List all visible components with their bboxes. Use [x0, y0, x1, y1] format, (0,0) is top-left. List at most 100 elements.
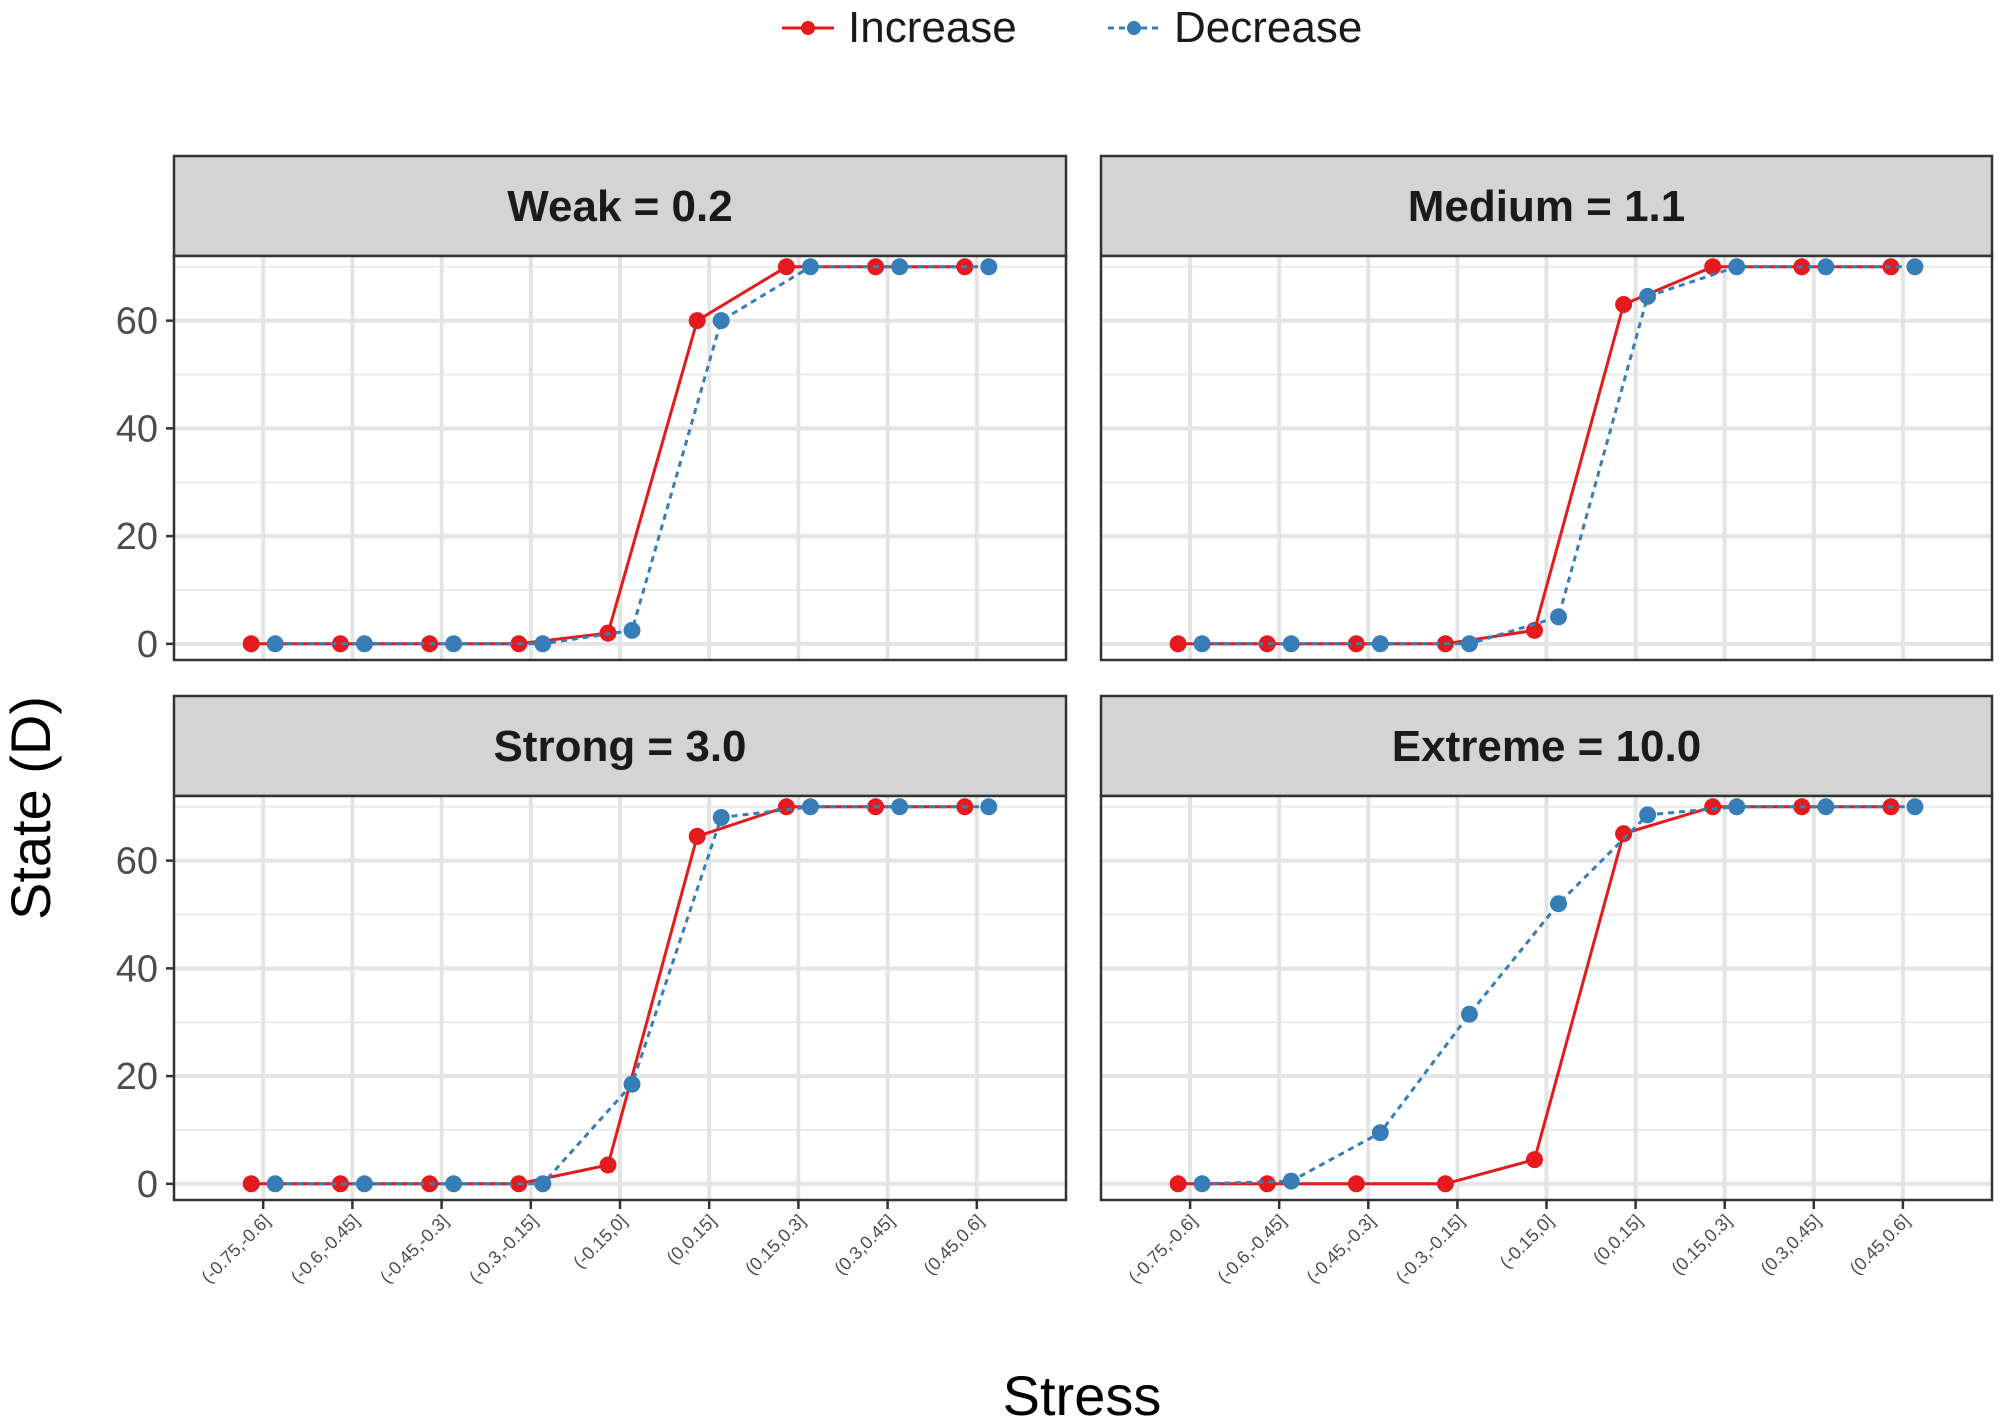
- panel-title: Extreme = 10.0: [1392, 722, 1701, 771]
- point-increase-7: [777, 258, 795, 276]
- point-decrease-7: [801, 258, 819, 276]
- y-tick-label: 60: [116, 841, 158, 883]
- point-decrease-5: [623, 1075, 641, 1093]
- point-increase-1: [1169, 1175, 1187, 1193]
- y-tick-label: 20: [116, 516, 158, 558]
- point-decrease-8: [891, 798, 909, 816]
- point-increase-6: [688, 827, 706, 845]
- point-decrease-7: [1728, 798, 1746, 816]
- y-tick-label: 60: [116, 301, 158, 343]
- x-tick-label: (0.15,0.3]: [1668, 1211, 1736, 1279]
- x-tick-label: (-0.6,-0.45]: [1214, 1211, 1290, 1287]
- panel-3: Strong = 3.0 0 20 40 60 (-0.75,-0.6] (-0.6,-0.…: [116, 694, 1068, 1287]
- point-decrease-4: [1460, 1005, 1478, 1023]
- point-decrease-9: [980, 258, 998, 276]
- point-increase-6: [1615, 825, 1633, 843]
- legend-item-decrease: Decrease: [1106, 0, 1362, 56]
- x-tick-label: (0.45,0.6]: [1846, 1211, 1914, 1279]
- point-decrease-7: [1728, 258, 1746, 276]
- point-decrease-5: [1550, 608, 1567, 626]
- point-decrease-5: [1550, 895, 1567, 913]
- panel-title: Medium = 1.1: [1408, 182, 1686, 231]
- y-tick-label: 20: [116, 1056, 158, 1098]
- legend-key-increase: [782, 21, 834, 35]
- x-tick-label: (0,0.15]: [663, 1211, 720, 1268]
- point-decrease-8: [1817, 258, 1835, 276]
- point-decrease-4: [1460, 635, 1478, 653]
- point-decrease-1: [1193, 635, 1211, 653]
- point-increase-5: [599, 1156, 617, 1174]
- point-increase-6: [688, 312, 706, 330]
- x-tick-label: (-0.3,-0.15]: [1392, 1211, 1468, 1287]
- point-decrease-4: [534, 1175, 552, 1193]
- y-tick-label: 40: [116, 948, 158, 990]
- panel-2: Medium = 1.1: [1099, 154, 1994, 662]
- panel-strip: [1099, 154, 1994, 258]
- point-decrease-8: [1817, 798, 1835, 816]
- x-tick-label: (-0.15,0]: [569, 1211, 631, 1273]
- y-tick-label: 40: [116, 408, 158, 450]
- x-tick-label: (0.3,0.45]: [831, 1211, 899, 1279]
- point-decrease-4: [534, 635, 552, 653]
- point-decrease-3: [445, 1175, 463, 1193]
- x-tick-label: (0,0.15]: [1589, 1211, 1646, 1268]
- point-increase-1: [242, 635, 260, 653]
- x-tick-label: (-0.6,-0.45]: [287, 1211, 363, 1287]
- point-decrease-2: [355, 635, 373, 653]
- point-increase-7: [1704, 258, 1722, 276]
- panels: Weak = 0.2 0 20 40 60 Medium = 1.1 Strong = 3.…: [116, 154, 1994, 1287]
- point-increase-2: [1258, 635, 1276, 653]
- point-decrease-2: [1282, 1172, 1300, 1190]
- point-decrease-9: [980, 798, 998, 816]
- point-increase-1: [1169, 635, 1187, 653]
- point-decrease-6: [712, 809, 730, 826]
- legend-item-increase: Increase: [780, 0, 1017, 56]
- panel-strip: [172, 154, 1068, 258]
- x-tick-label: (0.45,0.6]: [920, 1211, 988, 1279]
- panel-strip: [172, 694, 1068, 798]
- point-increase-1: [242, 1175, 260, 1193]
- point-decrease-3: [445, 635, 463, 653]
- panel-title: Weak = 0.2: [507, 182, 732, 231]
- x-tick-label: (0.3,0.45]: [1757, 1211, 1825, 1279]
- y-axis-title: State (D): [0, 696, 62, 920]
- x-tick-label: (-0.75,-0.6]: [1125, 1211, 1201, 1287]
- point-decrease-1: [1193, 1175, 1211, 1193]
- panel-border: [1099, 254, 1994, 662]
- point-increase-7: [1704, 798, 1722, 816]
- point-increase-5: [1526, 1151, 1543, 1169]
- point-increase-4: [1436, 1175, 1454, 1193]
- x-tick-label: (-0.45,-0.3]: [376, 1211, 452, 1287]
- legend: Increase Decrease: [0, 0, 2000, 60]
- legend-label-increase: Increase: [848, 3, 1017, 52]
- x-tick-label: (0.15,0.3]: [741, 1211, 809, 1279]
- point-decrease-2: [1282, 635, 1300, 653]
- point-decrease-3: [1371, 635, 1389, 653]
- point-increase-2: [331, 635, 349, 653]
- point-increase-9: [1882, 258, 1900, 276]
- panel-4: Extreme = 10.0(-0.75,-0.6] (-0.6,-0.45] (-…: [1099, 694, 1994, 1287]
- x-axis-title: Stress: [1003, 1364, 1162, 1427]
- point-decrease-1: [266, 635, 284, 653]
- point-decrease-6: [712, 312, 730, 330]
- point-decrease-5: [623, 621, 641, 639]
- point-decrease-9: [1906, 798, 1924, 816]
- x-tick-label: (-0.45,-0.3]: [1303, 1211, 1379, 1287]
- point-increase-2: [1258, 1175, 1276, 1193]
- y-tick-label: 0: [137, 1164, 158, 1206]
- point-decrease-6: [1639, 806, 1657, 824]
- point-increase-3: [1347, 1175, 1365, 1193]
- point-decrease-7: [801, 798, 819, 816]
- point-increase-6: [1615, 296, 1633, 313]
- point-decrease-9: [1906, 258, 1924, 276]
- legend-key-decrease: [1108, 21, 1160, 35]
- point-increase-2: [331, 1175, 349, 1193]
- x-tick-label: (-0.75,-0.6]: [198, 1211, 274, 1287]
- legend-label-decrease: Decrease: [1174, 3, 1363, 52]
- panel-border: [172, 254, 1068, 662]
- point-increase-7: [777, 798, 795, 816]
- point-decrease-6: [1639, 287, 1657, 305]
- y-tick-label: 0: [137, 624, 158, 666]
- panel-title: Strong = 3.0: [493, 722, 746, 771]
